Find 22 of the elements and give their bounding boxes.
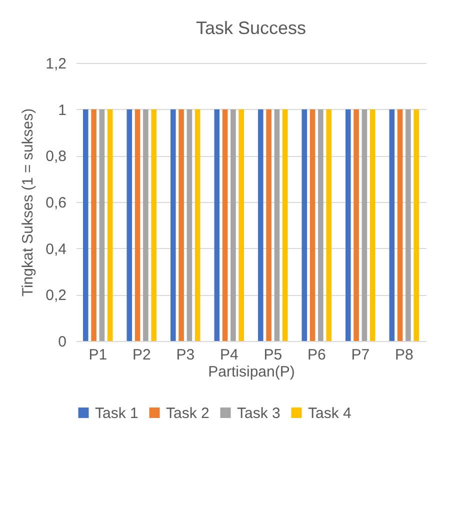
- x-tick-label: P4: [220, 346, 238, 364]
- x-axis-title: Partisipan(P): [208, 364, 295, 380]
- y-tick-label: 1: [58, 102, 66, 119]
- x-tick-label: P2: [132, 346, 151, 364]
- legend-label: Task 3: [237, 404, 280, 422]
- y-axis-title: Tingkat Sukses (1 = sukses): [20, 108, 37, 297]
- legend-label: Task 2: [166, 404, 210, 422]
- legend-label: Task 1: [95, 404, 138, 422]
- x-tick-label: P5: [264, 346, 282, 364]
- x-tick-label: P7: [351, 346, 370, 364]
- y-tick-label: 1,2: [46, 56, 66, 72]
- y-tick-label: 0,8: [46, 148, 66, 166]
- y-tick-label: 0,6: [46, 194, 66, 212]
- y-tick-label: 0,2: [46, 287, 66, 304]
- x-tick-label: P6: [307, 346, 326, 364]
- x-tick-label: P3: [176, 346, 195, 364]
- y-tick-label: 0: [58, 334, 66, 350]
- x-tick-label: P1: [88, 346, 108, 364]
- legend-label: Task 4: [308, 404, 352, 422]
- y-tick-label: 0,4: [46, 240, 66, 258]
- x-tick-label: P8: [394, 346, 414, 364]
- chart-title: Task Success: [196, 18, 306, 38]
